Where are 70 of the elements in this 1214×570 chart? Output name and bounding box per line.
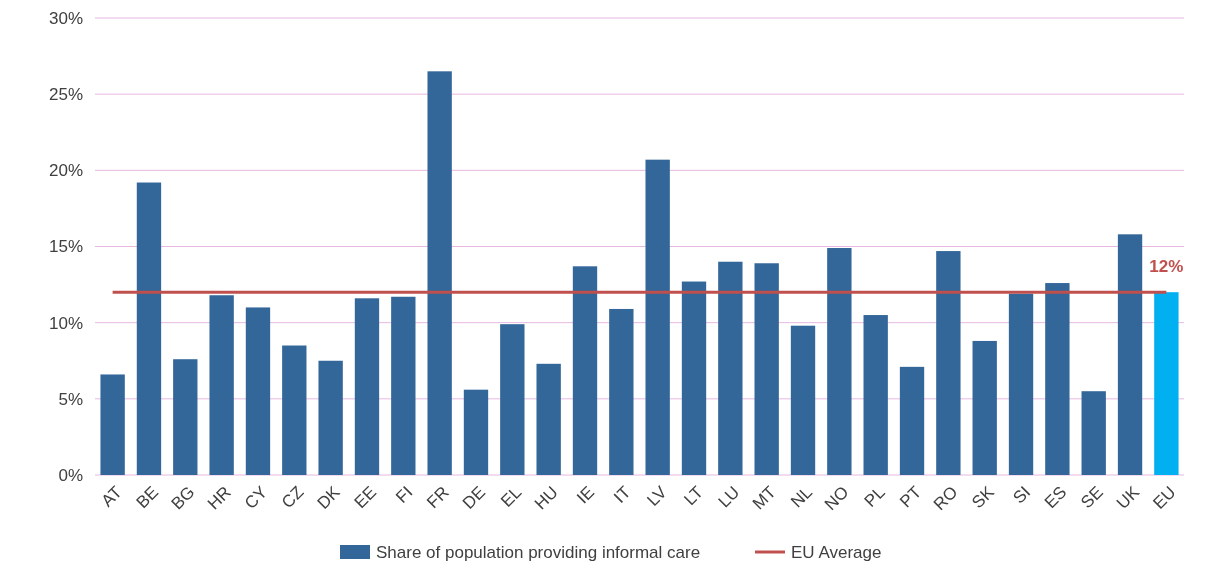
x-tick-label: LV [643, 482, 672, 510]
legend-label: EU Average [791, 542, 882, 562]
bar [718, 261, 743, 475]
x-tick-label: DE [458, 482, 490, 513]
x-tick-label: SI [1009, 482, 1035, 508]
bar [681, 281, 707, 475]
x-tick-label: NO [820, 482, 853, 515]
y-tick-label: 0% [58, 465, 83, 485]
x-tick-label: FI [392, 482, 417, 507]
bar [173, 359, 198, 475]
bar [972, 340, 997, 475]
x-tick-label: PL [860, 482, 889, 511]
bar [463, 389, 489, 475]
x-tick-label: LT [680, 482, 708, 510]
bar [500, 324, 525, 475]
y-tick-label: 30% [48, 8, 83, 28]
y-tick-label: 20% [48, 161, 83, 181]
bar [572, 266, 598, 475]
bar [936, 251, 961, 475]
bar [1154, 292, 1179, 475]
bar [536, 363, 561, 475]
bar [1045, 283, 1070, 475]
x-tick-label: BE [132, 482, 162, 513]
bar [790, 325, 816, 475]
x-tick-label: SK [968, 482, 999, 513]
bar [1117, 234, 1143, 475]
x-tick-label: EL [497, 482, 526, 511]
x-tick-label: AT [97, 482, 126, 511]
x-tick-label: HR [203, 482, 235, 514]
bar [245, 307, 271, 475]
bar [427, 71, 452, 475]
x-tick-label: PT [896, 482, 926, 512]
bar [863, 315, 888, 475]
y-tick-label: 15% [48, 237, 83, 257]
x-tick-label: BG [167, 482, 199, 514]
bar [754, 263, 779, 475]
bar [1008, 293, 1034, 475]
bar [354, 298, 380, 475]
x-tick-label: ES [1040, 482, 1071, 513]
bar [209, 295, 234, 475]
y-tick-label: 5% [58, 389, 83, 409]
x-tick-label: DK [313, 482, 345, 513]
bar [645, 159, 670, 475]
bar [136, 182, 162, 475]
bar [827, 248, 852, 475]
x-tick-label: FR [423, 482, 453, 513]
bar [318, 360, 343, 475]
x-tick-label: MT [748, 482, 780, 514]
x-tick-label: LU [714, 482, 744, 512]
annotation: 12% [1149, 257, 1184, 277]
x-tick-label: SE [1077, 482, 1107, 513]
x-tick-label: CZ [277, 482, 308, 513]
bar [100, 374, 125, 475]
x-tick-label: IE [573, 482, 599, 508]
y-tick-label: 10% [48, 313, 83, 333]
y-tick-label: 25% [48, 85, 83, 105]
x-tick-label: EU [1149, 482, 1180, 513]
x-tick-label: CY [240, 482, 271, 513]
legend-label: Share of population providing informal care [376, 542, 701, 562]
x-tick-label: IT [610, 482, 635, 507]
x-tick-label: NL [787, 482, 817, 512]
bar [391, 296, 416, 475]
x-tick-label: EE [350, 482, 381, 513]
bar [282, 345, 307, 475]
bar [1081, 391, 1106, 475]
bar [899, 366, 925, 475]
x-tick-label: HU [530, 482, 562, 514]
bar [609, 308, 634, 475]
x-tick-label: UK [1112, 482, 1144, 513]
x-tick-label: RO [929, 482, 962, 515]
